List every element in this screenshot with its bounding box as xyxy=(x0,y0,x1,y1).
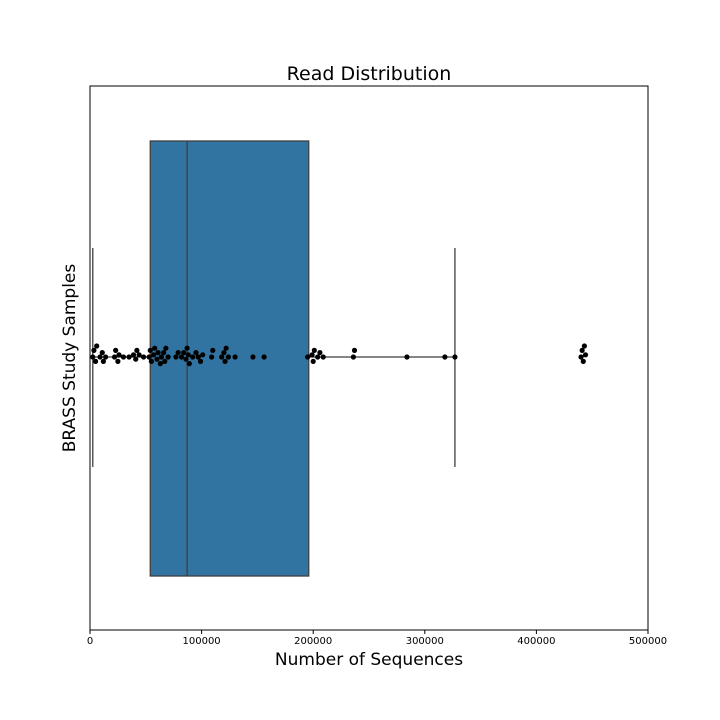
data-point xyxy=(126,354,132,360)
chart-title: Read Distribution xyxy=(287,63,452,85)
data-point xyxy=(578,354,584,360)
data-point xyxy=(311,347,317,353)
data-point xyxy=(404,354,410,360)
data-point xyxy=(223,345,229,351)
data-point xyxy=(130,352,137,358)
x-axis-label: Number of Sequences xyxy=(275,650,463,670)
data-point xyxy=(120,354,127,360)
data-point xyxy=(190,354,196,360)
data-point xyxy=(97,354,103,360)
data-point xyxy=(157,361,163,367)
data-point xyxy=(99,350,105,356)
data-point xyxy=(134,347,140,353)
data-point xyxy=(152,345,158,351)
data-point xyxy=(154,356,160,362)
data-point xyxy=(148,358,154,364)
x-tick-label: 100000 xyxy=(183,636,221,647)
data-point xyxy=(136,352,142,358)
data-point xyxy=(315,354,321,360)
data-point xyxy=(222,358,228,364)
data-point xyxy=(209,354,215,360)
data-point xyxy=(305,354,311,360)
data-point xyxy=(113,347,119,353)
y-axis-label: BRASS Study Samples xyxy=(60,264,80,453)
data-point xyxy=(310,358,316,364)
data-point xyxy=(181,350,187,356)
data-point xyxy=(197,358,204,364)
data-point xyxy=(582,352,589,358)
data-point xyxy=(111,354,118,360)
x-tick-label: 0 xyxy=(87,636,93,647)
data-point xyxy=(155,350,161,356)
data-point xyxy=(184,345,190,351)
data-point xyxy=(232,354,238,360)
data-point xyxy=(250,354,256,360)
data-point xyxy=(350,354,356,360)
data-point xyxy=(94,343,100,349)
data-point xyxy=(90,354,96,360)
data-point xyxy=(162,358,168,364)
data-point xyxy=(100,358,106,364)
data-point xyxy=(221,350,227,356)
data-point xyxy=(91,347,97,353)
data-point xyxy=(115,358,121,364)
data-point xyxy=(320,354,326,360)
data-point xyxy=(186,361,192,367)
data-point xyxy=(261,354,267,360)
data-point xyxy=(317,350,323,356)
data-point xyxy=(147,347,153,353)
data-point xyxy=(103,354,109,360)
data-point xyxy=(581,343,587,349)
data-point xyxy=(225,354,231,360)
data-point xyxy=(161,350,167,356)
data-point xyxy=(133,356,139,362)
data-point xyxy=(183,356,189,362)
x-tick-label: 500000 xyxy=(629,636,667,647)
data-point xyxy=(163,345,169,351)
data-point xyxy=(173,354,179,360)
data-point xyxy=(351,347,358,353)
data-point xyxy=(151,352,157,358)
plot-area: 0 100000 200000 300000 400000 500000 xyxy=(87,85,667,647)
data-point xyxy=(185,352,191,358)
data-point xyxy=(146,354,152,360)
data-point xyxy=(442,354,448,360)
data-point xyxy=(579,347,585,353)
data-point xyxy=(175,350,181,356)
data-point xyxy=(219,354,225,360)
x-tick-label: 300000 xyxy=(406,636,444,647)
x-tick-label: 400000 xyxy=(517,636,555,647)
data-point xyxy=(200,352,206,358)
plot-frame xyxy=(89,85,649,631)
data-point xyxy=(195,354,201,360)
data-point xyxy=(92,358,99,364)
data-point xyxy=(116,352,122,358)
data-point xyxy=(452,354,458,360)
data-point xyxy=(140,354,147,360)
x-tick-label: 200000 xyxy=(294,636,332,647)
data-point xyxy=(165,354,171,360)
data-point xyxy=(193,350,199,356)
data-point xyxy=(309,352,315,358)
data-point xyxy=(158,354,165,360)
data-point xyxy=(210,347,216,353)
data-point xyxy=(178,354,185,360)
data-point xyxy=(580,358,586,364)
